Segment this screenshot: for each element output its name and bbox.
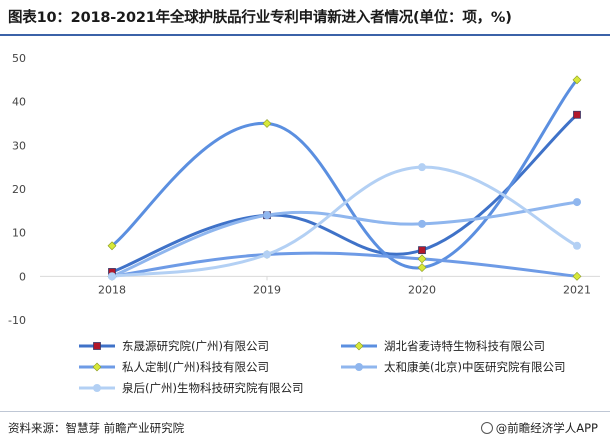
series-line-4 <box>110 165 579 278</box>
data-point <box>108 272 116 281</box>
series-line-0 <box>110 113 579 274</box>
brand-credit: @前瞻经济学人APP <box>480 420 598 436</box>
source-note: 资料来源：智慧芽 前瞻产业研究院 <box>8 421 185 435</box>
series-line-1 <box>110 78 579 270</box>
legend-label: 泉后(广州)生物科技研究院有限公司 <box>122 381 304 395</box>
y-tick-label: 50 <box>12 52 26 65</box>
series-markers <box>107 75 582 281</box>
y-tick-label: 40 <box>12 96 26 109</box>
legend-swatch <box>79 342 115 350</box>
x-axis-ticks: 2018 2019 2020 2021 <box>98 276 591 296</box>
x-tick-label: 2021 <box>563 283 591 296</box>
line-chart: -10 0 10 20 30 40 50 2018 2019 2020 2021 <box>8 52 600 327</box>
legend-swatch <box>79 384 115 392</box>
data-point <box>417 254 427 264</box>
y-tick-label: 20 <box>12 183 26 196</box>
data-point <box>263 211 271 220</box>
series-lines <box>110 78 579 278</box>
legend-label: 太和康美(北京)中医研究院有限公司 <box>384 360 566 374</box>
data-point <box>573 110 581 119</box>
data-point <box>418 219 426 228</box>
brand-text: @前瞻经济学人APP <box>495 421 598 435</box>
data-point <box>262 119 272 128</box>
data-point <box>573 198 581 207</box>
legend-item: 湖北省麦诗特生物科技有限公司 <box>340 336 545 356</box>
legend-swatch <box>79 362 115 372</box>
data-point <box>418 163 426 172</box>
footer-divider <box>0 411 610 412</box>
series-line-2 <box>110 251 579 278</box>
data-point <box>418 246 426 255</box>
data-point <box>572 271 582 281</box>
data-point <box>107 241 117 251</box>
title-divider <box>0 34 610 36</box>
legend-item: 泉后(广州)生物科技研究院有限公司 <box>78 378 303 398</box>
chart-legend: 东晟源研究院(广州)有限公司 湖北省麦诗特生物科技有限公司私人定制(广州)科技有限… <box>78 336 598 400</box>
y-tick-label: 10 <box>12 227 26 240</box>
data-point <box>417 263 427 273</box>
y-tick-label: 0 <box>19 270 26 283</box>
legend-item: 东晟源研究院(广州)有限公司 <box>78 336 269 356</box>
x-tick-label: 2019 <box>253 283 281 296</box>
legend-label: 私人定制(广州)科技有限公司 <box>122 360 269 374</box>
data-point <box>263 250 271 259</box>
legend-swatch <box>341 363 377 371</box>
legend-label: 东晟源研究院(广州)有限公司 <box>122 339 269 353</box>
data-point <box>573 241 581 250</box>
chart-title: 图表10：2018-2021年全球护肤品行业专利申请新进入者情况(单位：项，%) <box>8 10 512 26</box>
x-tick-label: 2020 <box>408 283 436 296</box>
y-tick-label: -10 <box>8 314 26 327</box>
legend-item: 太和康美(北京)中医研究院有限公司 <box>340 357 565 377</box>
brand-icon <box>480 422 493 434</box>
y-axis-ticks: -10 0 10 20 30 40 50 <box>8 52 26 327</box>
x-tick-label: 2018 <box>98 283 126 296</box>
data-point <box>572 75 582 85</box>
legend-swatch <box>341 341 377 351</box>
legend-item: 私人定制(广州)科技有限公司 <box>78 357 269 377</box>
legend-label: 湖北省麦诗特生物科技有限公司 <box>384 339 545 353</box>
y-tick-label: 30 <box>12 139 26 152</box>
series-line-3 <box>110 200 579 278</box>
